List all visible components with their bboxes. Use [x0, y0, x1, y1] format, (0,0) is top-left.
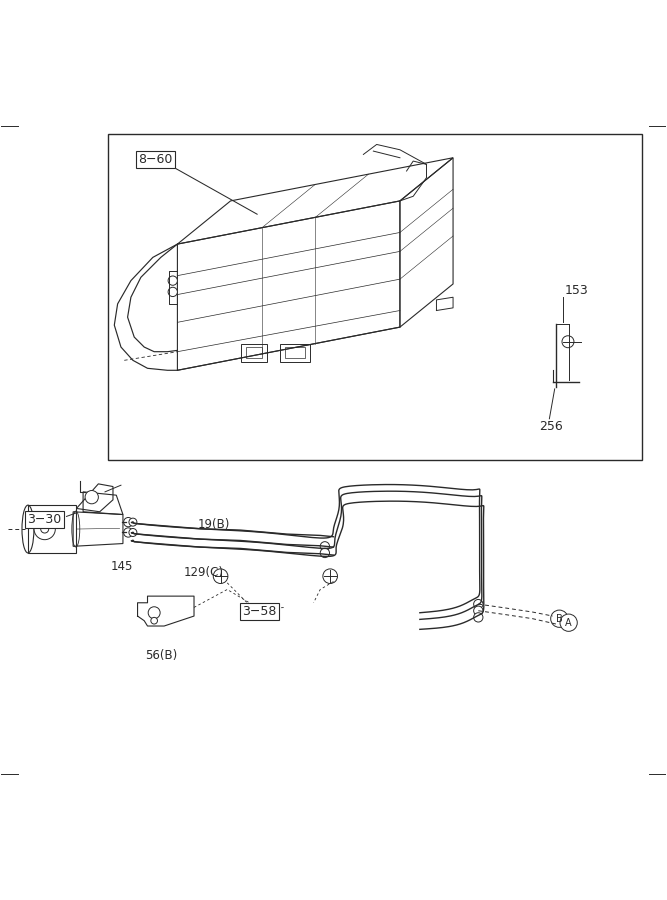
- Text: A: A: [566, 617, 572, 627]
- Circle shape: [551, 610, 568, 627]
- Circle shape: [168, 287, 177, 297]
- Text: 256: 256: [540, 420, 563, 433]
- Text: B: B: [556, 614, 563, 624]
- Text: 129(C): 129(C): [184, 566, 224, 580]
- Circle shape: [320, 548, 329, 558]
- Circle shape: [85, 491, 98, 504]
- Text: 19(B): 19(B): [197, 518, 229, 531]
- Circle shape: [474, 599, 483, 608]
- Circle shape: [123, 518, 133, 526]
- Text: 145: 145: [111, 560, 133, 572]
- Text: 3−30: 3−30: [27, 513, 61, 526]
- Circle shape: [41, 525, 49, 533]
- Circle shape: [560, 614, 577, 631]
- Text: 153: 153: [565, 284, 588, 297]
- Text: 56(B): 56(B): [145, 650, 177, 662]
- Circle shape: [129, 528, 137, 536]
- Circle shape: [320, 542, 329, 551]
- Circle shape: [474, 606, 483, 616]
- Circle shape: [148, 607, 160, 618]
- Circle shape: [168, 276, 177, 285]
- Circle shape: [474, 613, 483, 622]
- Circle shape: [151, 617, 157, 624]
- Text: 8−60: 8−60: [138, 153, 173, 166]
- Bar: [107, 134, 642, 460]
- Circle shape: [123, 527, 133, 537]
- Circle shape: [562, 336, 574, 347]
- Circle shape: [129, 518, 137, 526]
- Circle shape: [34, 518, 55, 540]
- Text: 3−58: 3−58: [242, 605, 276, 618]
